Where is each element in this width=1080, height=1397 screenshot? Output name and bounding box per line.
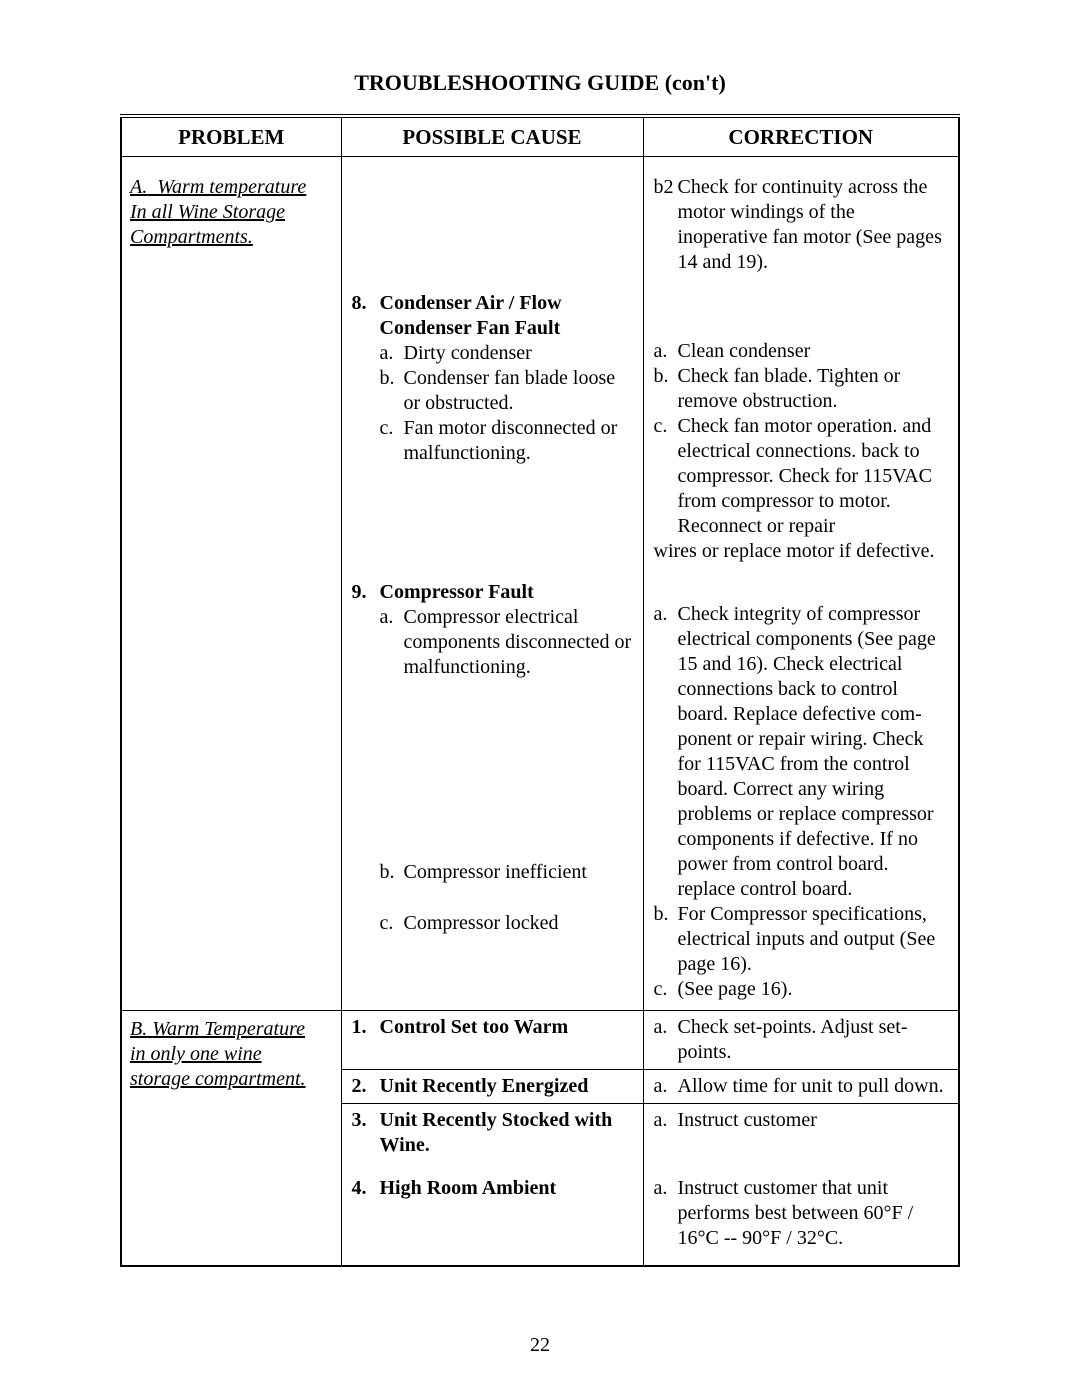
problem-a-line1: Warm temperature xyxy=(157,176,306,198)
page-number: 22 xyxy=(0,1334,1080,1357)
corr-9b: b.For Compressor specifications, electri… xyxy=(654,902,949,977)
corr-9c: c.(See page 16). xyxy=(654,977,949,1002)
cause-8a: a.Dirty condenser xyxy=(380,341,633,366)
table-row: B. Warm Temperature in only one wine sto… xyxy=(121,1011,959,1070)
problem-a-line2: In all Wine Storage xyxy=(130,201,285,223)
col-cause: POSSIBLE CAUSE xyxy=(341,116,643,157)
corr-8c-tail: wires or replace motor if defective. xyxy=(654,539,949,564)
cause-b3: 3. Unit Recently Stocked with Wine. xyxy=(352,1108,633,1158)
text: Condenser Air / Flow Condenser Fan Fault xyxy=(380,291,633,341)
page-title: TROUBLESHOOTING GUIDE (con't) xyxy=(120,70,960,96)
cause-9b: b.Compressor inefficient xyxy=(380,860,633,885)
table-row: 8. Condenser Air / Flow Condenser Fan Fa… xyxy=(121,283,959,572)
cause-9a: a.Compressor electrical components disco… xyxy=(380,605,633,680)
col-correction: CORRECTION xyxy=(643,116,959,157)
problem-b-marker: B. xyxy=(130,1018,147,1040)
marker: 8. xyxy=(352,291,380,341)
problem-a-heading: A. Warm temperature In all Wine Storage … xyxy=(122,157,341,258)
problem-a-line3: Compartments. xyxy=(130,226,253,248)
problem-b-line1: Warm Temperature xyxy=(152,1018,305,1040)
corr-8c: c.Check fan motor operation. and electri… xyxy=(654,414,949,539)
cause-b2: 2. Unit Recently Energized xyxy=(352,1074,633,1099)
problem-b-heading: B. Warm Temperature in only one wine sto… xyxy=(122,1011,341,1100)
cause-b1: 1. Control Set too Warm xyxy=(352,1015,633,1040)
table-header-row: PROBLEM POSSIBLE CAUSE CORRECTION xyxy=(121,116,959,157)
corr-b2: a.Allow time for unit to pull down. xyxy=(654,1074,949,1099)
cause-9c: c.Compressor locked xyxy=(380,911,633,936)
marker: b2 xyxy=(654,175,678,275)
text: Check for continuity across the motor wi… xyxy=(678,175,949,275)
troubleshooting-table: PROBLEM POSSIBLE CAUSE CORRECTION A. War… xyxy=(120,114,960,1267)
corr-9a: a.Check integrity of compressor electric… xyxy=(654,602,949,902)
cause-9-title: 9. Compressor Fault xyxy=(352,580,633,605)
correction-b2: b2 Check for continuity across the motor… xyxy=(654,175,949,275)
corr-b4: a.Instruct customer that unit performs b… xyxy=(654,1176,949,1251)
corr-8b: b.Check fan blade. Tighten or remove obs… xyxy=(654,364,949,414)
cause-8b: b.Condenser fan blade loose or obstructe… xyxy=(380,366,633,416)
problem-b-line3: storage compartment. xyxy=(130,1068,306,1090)
cause-b4: 4. High Room Ambient xyxy=(352,1176,633,1201)
cause-8c: c.Fan motor disconnected or malfunctioni… xyxy=(380,416,633,466)
corr-8a: a.Clean condenser xyxy=(654,339,949,364)
corr-b1: a.Check set-points. Adjust set- points. xyxy=(654,1015,949,1065)
col-problem: PROBLEM xyxy=(121,116,341,157)
table-row: A. Warm temperature In all Wine Storage … xyxy=(121,157,959,284)
page: TROUBLESHOOTING GUIDE (con't) PROBLEM PO… xyxy=(0,0,1080,1397)
problem-b-line2: in only one wine xyxy=(130,1043,262,1065)
table-row: 9. Compressor Fault a.Compressor electri… xyxy=(121,572,959,1011)
cause-8-title: 8. Condenser Air / Flow Condenser Fan Fa… xyxy=(352,291,633,341)
corr-b3: a.Instruct customer xyxy=(654,1108,949,1133)
problem-a-marker: A. xyxy=(130,176,147,198)
